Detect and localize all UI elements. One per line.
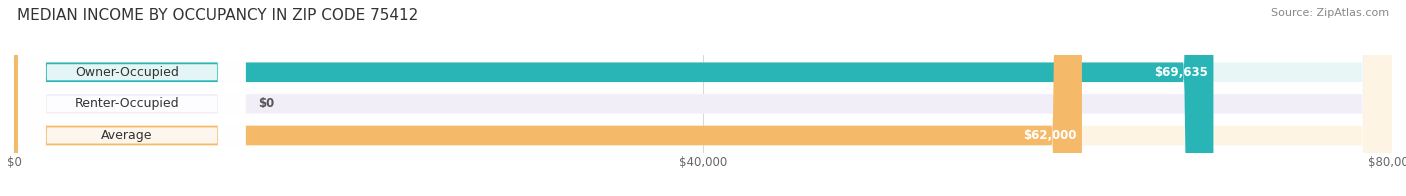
- Text: $0: $0: [257, 97, 274, 110]
- Text: MEDIAN INCOME BY OCCUPANCY IN ZIP CODE 75412: MEDIAN INCOME BY OCCUPANCY IN ZIP CODE 7…: [17, 8, 418, 23]
- FancyBboxPatch shape: [14, 0, 1213, 196]
- FancyBboxPatch shape: [14, 0, 1083, 196]
- Text: Source: ZipAtlas.com: Source: ZipAtlas.com: [1271, 8, 1389, 18]
- Text: $62,000: $62,000: [1024, 129, 1077, 142]
- FancyBboxPatch shape: [18, 0, 246, 196]
- FancyBboxPatch shape: [18, 0, 246, 196]
- Text: Renter-Occupied: Renter-Occupied: [75, 97, 180, 110]
- FancyBboxPatch shape: [14, 0, 1392, 196]
- Text: Average: Average: [101, 129, 153, 142]
- Text: $69,635: $69,635: [1154, 66, 1208, 79]
- Text: Owner-Occupied: Owner-Occupied: [75, 66, 179, 79]
- FancyBboxPatch shape: [14, 0, 1392, 196]
- FancyBboxPatch shape: [14, 0, 1392, 196]
- FancyBboxPatch shape: [18, 0, 246, 196]
